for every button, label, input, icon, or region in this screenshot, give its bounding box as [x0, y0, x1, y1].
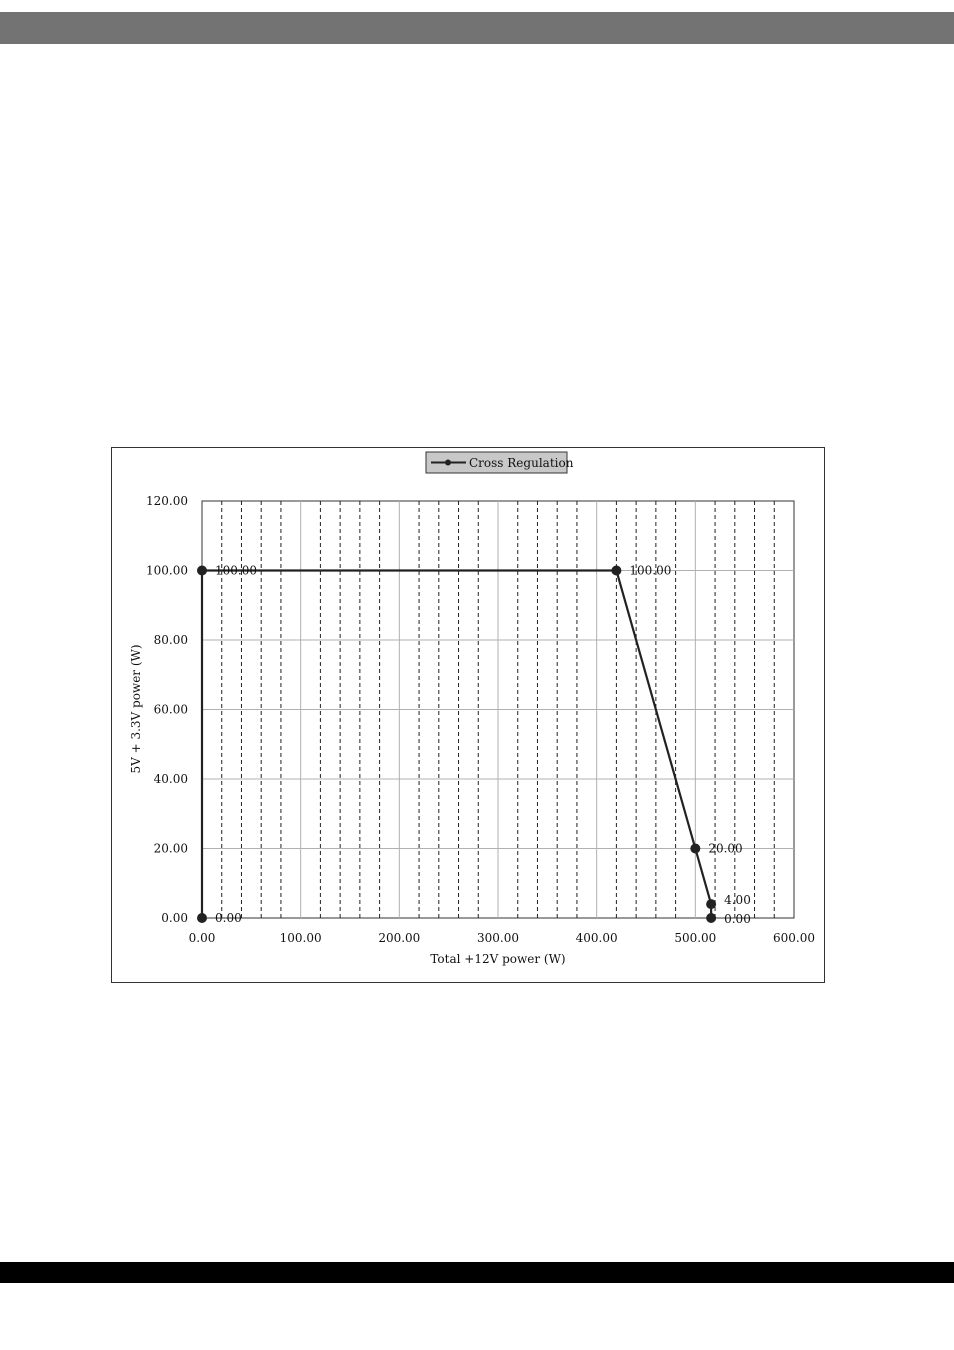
data-label: 20.00 [708, 842, 742, 856]
y-tick-label: 60.00 [154, 703, 188, 717]
x-tick-label: 600.00 [773, 931, 815, 945]
footer-bar [0, 1262, 954, 1283]
chart-frame: Cross Regulation 0.00 20.00 40.00 60.00 80.0… [111, 447, 825, 983]
x-tick-label: 300.00 [477, 931, 519, 945]
data-point [197, 913, 207, 923]
x-tick-label: 500.00 [674, 931, 716, 945]
x-tick-label: 400.00 [576, 931, 618, 945]
legend: Cross Regulation [425, 451, 574, 474]
y-tick-label: 40.00 [154, 772, 188, 786]
legend-point-marker [445, 459, 451, 466]
cross-regulation-chart: Cross Regulation 0.00 20.00 40.00 60.00 80.0… [129, 451, 815, 966]
y-tick-label: 0.00 [161, 911, 188, 925]
y-tick-label: 20.00 [154, 842, 188, 856]
x-tick-label: 200.00 [378, 931, 420, 945]
data-label: 100.00 [629, 564, 671, 578]
data-label: 0.00 [724, 912, 751, 926]
data-point [197, 565, 207, 576]
data-point [690, 843, 701, 854]
legend-entry-label: Cross Regulation [469, 456, 574, 470]
y-tick-label: 80.00 [154, 633, 188, 647]
y-axis-label: 5V + 3.3V power (W) [129, 644, 143, 773]
data-point [706, 913, 717, 923]
x-axis-ticks: 0.00 100.00 200.00 300.00 400.00 500.00 600.00 [189, 931, 815, 945]
legend-box [425, 451, 568, 474]
data-label: 4.00 [724, 893, 751, 907]
x-tick-label: 0.00 [189, 931, 216, 945]
header-bar [0, 12, 954, 44]
data-label: 0.00 [215, 911, 242, 925]
x-axis-label: Total +12V power (W) [430, 952, 565, 966]
x-tick-label: 100.00 [280, 931, 322, 945]
y-tick-label: 120.00 [146, 494, 188, 508]
series-cross-regulation: 0.00 100.00 100.00 20.00 4.00 0.00 [197, 564, 751, 926]
y-tick-label: 100.00 [146, 564, 188, 578]
data-point [706, 899, 717, 910]
data-point [611, 565, 622, 576]
y-axis-ticks: 0.00 20.00 40.00 60.00 80.00 100.00 120.00 [146, 494, 188, 925]
data-label: 100.00 [215, 564, 257, 578]
